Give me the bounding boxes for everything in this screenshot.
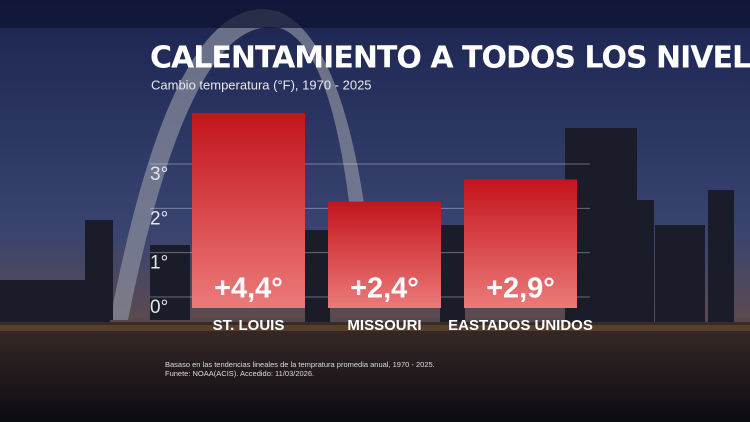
chart-title: CALENTAMIENTO A TODOS LOS NIVELES — [150, 41, 750, 76]
y-tick-label: 2° — [150, 208, 168, 229]
footnote: Funete: NOAA(ACIS). Accedido: 11/03/2026… — [165, 369, 314, 378]
bar — [192, 112, 305, 308]
x-tick-label: MISSOURI — [347, 317, 421, 334]
value-label: +2,9° — [486, 273, 555, 305]
bar — [464, 179, 577, 308]
y-tick-label: 1° — [150, 253, 168, 274]
value-label: +4,4° — [214, 273, 283, 305]
x-tick-label: ST. LOUIS — [213, 317, 285, 334]
y-tick-label: 0° — [150, 297, 168, 318]
value-label: +2,4° — [350, 273, 419, 305]
y-tick-label: 3° — [150, 164, 168, 185]
x-tick-label: EASTADOS UNIDOS — [448, 317, 593, 334]
footnote: Basaso en las tendencias lineales de la … — [165, 360, 435, 369]
chart-subtitle: Cambio temperatura (°F), 1970 - 2025 — [151, 77, 372, 92]
bar — [328, 201, 441, 308]
